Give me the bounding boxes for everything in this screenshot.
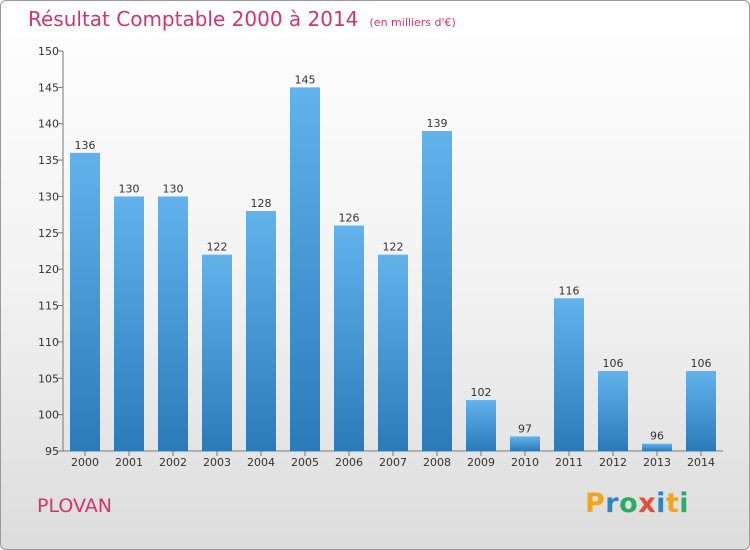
logo-letter: P <box>585 488 606 519</box>
x-tick-label: 2013 <box>643 456 671 469</box>
bar <box>158 196 188 451</box>
y-tick-label: 95 <box>45 445 59 458</box>
bar <box>642 443 672 451</box>
x-tick-label: 2002 <box>159 456 187 469</box>
x-tick-label: 2008 <box>423 456 451 469</box>
data-label: 136 <box>75 139 96 152</box>
bar <box>598 371 628 451</box>
y-tick-label: 120 <box>38 263 59 276</box>
chart-title: Résultat Comptable 2000 à 2014 (en milli… <box>28 7 456 31</box>
x-tick-label: 2004 <box>247 456 275 469</box>
x-tick-label: 2010 <box>511 456 539 469</box>
data-label: 139 <box>427 117 448 130</box>
y-tick-label: 105 <box>38 372 59 385</box>
y-tick-label: 140 <box>38 118 59 131</box>
y-tick-label: 150 <box>38 45 59 58</box>
y-tick-label: 115 <box>38 300 59 313</box>
y-tick-label: 100 <box>38 409 59 422</box>
bar <box>686 371 716 451</box>
data-label: 97 <box>518 422 532 435</box>
bar <box>466 400 496 451</box>
bar <box>422 131 452 451</box>
x-tick-label: 2012 <box>599 456 627 469</box>
x-tick-label: 2007 <box>379 456 407 469</box>
x-tick-label: 2001 <box>115 456 143 469</box>
chart-title-text: Résultat Comptable 2000 à 2014 <box>28 7 359 31</box>
bar <box>378 254 408 451</box>
logo-letter: i <box>679 488 690 519</box>
bar <box>114 196 144 451</box>
data-label: 106 <box>603 357 624 370</box>
logo-letter: r <box>605 488 620 519</box>
bar <box>246 211 276 451</box>
bar <box>334 225 364 451</box>
x-tick-label: 2011 <box>555 456 583 469</box>
y-tick-label: 110 <box>38 336 59 349</box>
data-label: 145 <box>295 73 316 86</box>
data-label: 102 <box>471 386 492 399</box>
data-label: 130 <box>119 182 140 195</box>
x-tick-label: 2005 <box>291 456 319 469</box>
data-label: 122 <box>383 241 404 254</box>
data-label: 106 <box>691 357 712 370</box>
logo-letter: t <box>665 488 680 519</box>
data-label: 126 <box>339 212 360 225</box>
commune-name: PLOVAN <box>37 495 112 517</box>
x-tick-label: 2003 <box>203 456 231 469</box>
proxiti-logo: Proxiti <box>585 488 689 519</box>
logo-letter: o <box>619 488 639 519</box>
logo-letter: x <box>638 488 657 519</box>
logo-letter: i <box>656 488 666 519</box>
y-tick-label: 145 <box>38 81 59 94</box>
x-tick-label: 2014 <box>687 456 715 469</box>
bar <box>290 87 320 451</box>
data-label: 122 <box>207 241 228 254</box>
data-label: 96 <box>650 430 664 443</box>
bar <box>510 436 540 451</box>
data-label: 128 <box>251 197 272 210</box>
x-tick-label: 2006 <box>335 456 363 469</box>
bar <box>70 152 100 451</box>
x-tick-label: 2009 <box>467 456 495 469</box>
bar <box>554 298 584 451</box>
data-label: 116 <box>559 284 580 297</box>
y-tick-label: 125 <box>38 227 59 240</box>
bar <box>202 254 232 451</box>
y-tick-label: 135 <box>38 154 59 167</box>
y-tick-label: 130 <box>38 190 59 203</box>
chart-unit-note: (en milliers d'€) <box>369 16 456 29</box>
x-tick-label: 2000 <box>71 456 99 469</box>
data-label: 130 <box>163 182 184 195</box>
